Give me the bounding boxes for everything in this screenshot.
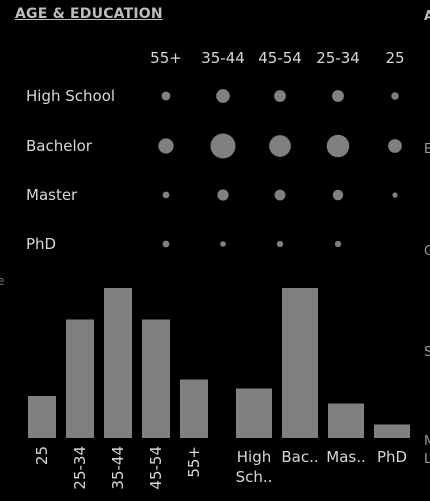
- column-header: 45-54: [258, 49, 302, 67]
- bar-category-label: Sch..: [236, 468, 273, 486]
- right-edge-fragment: G: [424, 244, 430, 259]
- bar-mark: [28, 396, 56, 438]
- dot-mark: [162, 240, 170, 248]
- bar-mark: [328, 403, 364, 438]
- row-label: High School: [26, 87, 115, 105]
- bar-category-label: 55+: [185, 446, 203, 478]
- dot-mark: [388, 139, 402, 153]
- dot-mark: [220, 241, 226, 247]
- bar-category-label: PhD: [377, 448, 407, 466]
- dot-mark: [326, 134, 350, 158]
- column-header: 55+: [150, 49, 182, 67]
- bar-mark: [236, 388, 272, 438]
- bar-mark: [374, 424, 410, 438]
- bar-mark: [142, 319, 170, 438]
- bar-category-label: Bac..: [281, 448, 318, 466]
- bar-category-label: 45-54: [147, 446, 165, 490]
- right-edge-fragment: A: [424, 9, 430, 24]
- panel-title: AGE & EDUCATION: [15, 6, 163, 22]
- dot-mark: [274, 189, 286, 201]
- bar-mark: [180, 379, 208, 438]
- dot-mark: [391, 92, 399, 100]
- dot-mark: [392, 192, 398, 198]
- dot-mark: [210, 133, 236, 159]
- row-label: PhD: [26, 235, 56, 253]
- dot-mark: [276, 240, 284, 248]
- column-header: 35-44: [201, 49, 245, 67]
- bar-category-label: 35-44: [109, 446, 127, 490]
- bar-category-label: High: [237, 448, 271, 466]
- dot-mark: [332, 90, 344, 102]
- right-edge-fragment: S: [424, 345, 430, 360]
- right-edge-fragment: E: [424, 142, 430, 157]
- dot-mark: [158, 138, 174, 154]
- dot-mark: [216, 89, 230, 103]
- bar-mark: [104, 288, 132, 438]
- left-edge-fragment: e: [0, 274, 5, 288]
- dot-mark: [217, 189, 229, 201]
- dot-mark: [269, 135, 291, 157]
- dot-mark: [332, 189, 344, 201]
- bar-category-label: 25: [33, 446, 51, 465]
- bar-mark: [66, 319, 94, 438]
- right-edge-fragment: M: [424, 434, 430, 449]
- dot-mark: [161, 91, 171, 101]
- row-label: Master: [26, 186, 78, 204]
- column-header: 25-34: [316, 49, 360, 67]
- dot-mark: [334, 240, 342, 248]
- right-edge-fragment: L: [424, 452, 430, 467]
- bar-category-label: 25-34: [71, 446, 89, 490]
- row-label: Bachelor: [26, 137, 93, 155]
- dot-mark: [162, 191, 170, 199]
- column-header: 25: [385, 49, 404, 67]
- bar-category-label: Mas..: [326, 448, 366, 466]
- dot-mark: [274, 90, 286, 102]
- bar-mark: [282, 288, 318, 438]
